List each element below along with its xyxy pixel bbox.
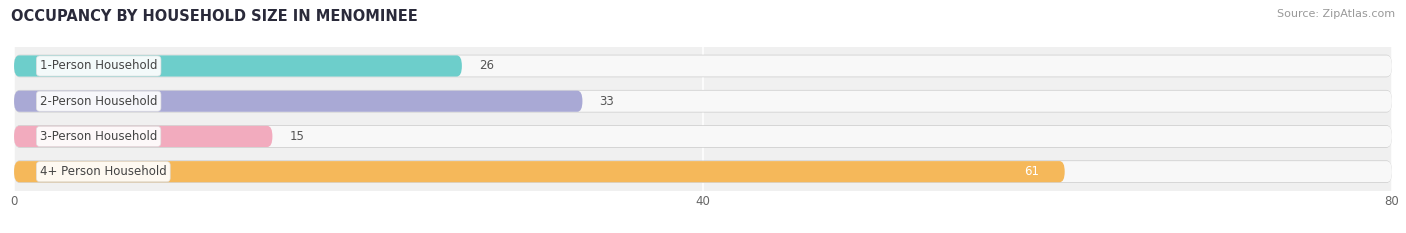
Text: 61: 61 xyxy=(1024,165,1039,178)
Text: 26: 26 xyxy=(479,59,494,72)
FancyBboxPatch shape xyxy=(14,126,1392,147)
FancyBboxPatch shape xyxy=(14,55,1392,77)
FancyBboxPatch shape xyxy=(14,126,273,147)
FancyBboxPatch shape xyxy=(14,55,463,77)
Text: 3-Person Household: 3-Person Household xyxy=(39,130,157,143)
FancyBboxPatch shape xyxy=(14,91,1392,112)
Circle shape xyxy=(20,60,25,72)
Circle shape xyxy=(20,165,25,178)
Circle shape xyxy=(20,95,25,108)
FancyBboxPatch shape xyxy=(14,161,1392,182)
Text: 2-Person Household: 2-Person Household xyxy=(39,95,157,108)
FancyBboxPatch shape xyxy=(14,55,1392,77)
FancyBboxPatch shape xyxy=(14,125,1392,148)
Text: 1-Person Household: 1-Person Household xyxy=(39,59,157,72)
FancyBboxPatch shape xyxy=(14,161,1064,182)
FancyBboxPatch shape xyxy=(14,90,1392,113)
FancyBboxPatch shape xyxy=(14,91,582,112)
Text: OCCUPANCY BY HOUSEHOLD SIZE IN MENOMINEE: OCCUPANCY BY HOUSEHOLD SIZE IN MENOMINEE xyxy=(11,9,418,24)
Text: 15: 15 xyxy=(290,130,305,143)
Text: 33: 33 xyxy=(599,95,614,108)
Text: Source: ZipAtlas.com: Source: ZipAtlas.com xyxy=(1277,9,1395,19)
FancyBboxPatch shape xyxy=(14,160,1392,183)
Circle shape xyxy=(20,130,25,143)
Text: 4+ Person Household: 4+ Person Household xyxy=(39,165,167,178)
